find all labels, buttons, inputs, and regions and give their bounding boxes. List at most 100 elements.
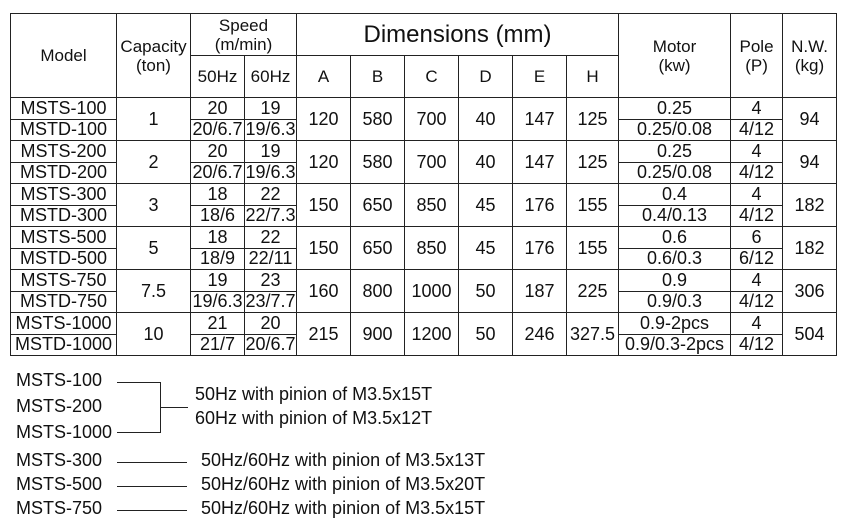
note-model-label: MSTS-100 (16, 370, 103, 390)
motor-single: 0.9-2pcs (619, 314, 730, 335)
pole-dual: 4/12 (739, 334, 775, 355)
motor-cell: 0.25 0.25/0.08 (618, 97, 732, 141)
note-text: 50Hz/60Hz with pinion of M3.5x20T (201, 474, 486, 494)
dim-a-cell: 215 (296, 312, 352, 356)
model-cell: MSTS-500 MSTD-500 (10, 226, 117, 270)
speed-60hz-cell: 22 22/7.3 (243, 183, 298, 227)
pole-single: 4 (731, 99, 782, 120)
dim-b-cell: 580 (350, 140, 406, 184)
nw-cell: 182 (782, 226, 838, 270)
speed-50hz-single: 18 (191, 185, 244, 206)
note-text: 50Hz with pinion of M3.5x15T (195, 384, 433, 404)
dim-d-cell: 40 (458, 140, 514, 184)
table-row: MSTS-1000 MSTD-1000 10 21 21/7 20 20/6.7 21… (10, 312, 838, 356)
dim-b-cell: 800 (350, 269, 406, 313)
dim-a-cell: 160 (296, 269, 352, 313)
nw-cell: 94 (782, 97, 838, 141)
motor-dual: 0.25/0.08 (636, 162, 713, 183)
dim-b-cell: 650 (350, 183, 406, 227)
motor-dual: 0.6/0.3 (647, 248, 703, 269)
speed-50hz-cell: 20 20/6.7 (190, 97, 245, 141)
speed-50hz-single: 18 (191, 228, 244, 249)
speed-60hz-dual: 19/6.3 (245, 162, 296, 183)
pole-cell: 4 4/12 (730, 140, 784, 184)
bracket-line (160, 407, 188, 408)
speed-60hz-single: 22 (245, 228, 296, 249)
header-model: Model (10, 13, 117, 98)
capacity-cell: 5 (116, 226, 191, 270)
dim-d-cell: 50 (458, 312, 514, 356)
pole-single: 4 (731, 271, 782, 292)
dim-d-cell: 45 (458, 226, 514, 270)
dim-e-cell: 176 (512, 183, 568, 227)
speed-50hz-dual: 19/6.3 (192, 291, 243, 312)
speed-60hz-dual: 20/6.7 (245, 334, 296, 355)
dim-h-cell: 225 (566, 269, 620, 313)
speed-50hz-dual: 20/6.7 (192, 162, 243, 183)
speed-50hz-single: 19 (191, 271, 244, 292)
dim-b-cell: 580 (350, 97, 406, 141)
dim-c-cell: 700 (404, 140, 460, 184)
speed-50hz-cell: 19 19/6.3 (190, 269, 245, 313)
model-dual-speed: MSTD-500 (19, 248, 108, 269)
pinion-notes: MSTS-100 MSTS-200 MSTS-1000 50Hz with pi… (0, 368, 847, 527)
model-dual-speed: MSTD-200 (19, 162, 108, 183)
motor-single: 0.9 (619, 271, 730, 292)
table-row: MSTS-750 MSTD-750 7.5 19 19/6.3 23 23/7.7 1… (10, 269, 838, 313)
dim-a-cell: 150 (296, 226, 352, 270)
dim-c-cell: 1200 (404, 312, 460, 356)
header-pole: Pole (P) (730, 13, 784, 98)
dim-e-cell: 246 (512, 312, 568, 356)
note-text: 50Hz/60Hz with pinion of M3.5x15T (201, 498, 486, 518)
dim-a-cell: 120 (296, 140, 352, 184)
dim-h-cell: 125 (566, 140, 620, 184)
speed-60hz-single: 19 (245, 142, 296, 163)
speed-60hz-cell: 20 20/6.7 (243, 312, 298, 356)
model-cell: MSTS-1000 MSTD-1000 (10, 312, 117, 356)
note-model-label: MSTS-750 (16, 498, 103, 518)
header-dim-a: A (296, 55, 352, 98)
header-dim-b: B (350, 55, 406, 98)
header-dim-h: H (566, 55, 620, 98)
dim-h-cell: 155 (566, 226, 620, 270)
dim-e-cell: 147 (512, 97, 568, 141)
speed-50hz-cell: 21 21/7 (190, 312, 245, 356)
speed-60hz-cell: 23 23/7.7 (243, 269, 298, 313)
capacity-cell: 7.5 (116, 269, 191, 313)
bracket-line (117, 432, 161, 433)
table-row: MSTS-500 MSTD-500 5 18 18/9 22 22/11 150 65… (10, 226, 838, 270)
nw-cell: 94 (782, 140, 838, 184)
dim-a-cell: 120 (296, 97, 352, 141)
speed-50hz-cell: 18 18/6 (190, 183, 245, 227)
model-cell: MSTS-300 MSTD-300 (10, 183, 117, 227)
header-nw: N.W. (kg) (782, 13, 838, 98)
model-single-speed: MSTS-500 (11, 228, 116, 249)
header-dim-e: E (512, 55, 568, 98)
spec-table-body: MSTS-100 MSTD-100 1 20 20/6.7 19 19/6.3 120… (10, 97, 838, 356)
model-cell: MSTS-100 MSTD-100 (10, 97, 117, 141)
dim-e-cell: 147 (512, 140, 568, 184)
motor-cell: 0.4 0.4/0.13 (618, 183, 732, 227)
dim-d-cell: 50 (458, 269, 514, 313)
header-dimensions: Dimensions (mm) (296, 13, 620, 56)
header-50hz: 50Hz (190, 55, 245, 98)
nw-cell: 182 (782, 183, 838, 227)
dim-h-cell: 327.5 (566, 312, 620, 356)
model-single-speed: MSTS-100 (11, 99, 116, 120)
speed-50hz-dual: 18/6 (199, 205, 236, 226)
note-model-label: MSTS-500 (16, 474, 103, 494)
speed-60hz-single: 23 (245, 271, 296, 292)
header-speed: Speed (m/min) (189, 13, 298, 56)
motor-cell: 0.9 0.9/0.3 (618, 269, 732, 313)
table-row: MSTS-200 MSTD-200 2 20 20/6.7 19 19/6.3 120… (10, 140, 838, 184)
dim-e-cell: 176 (512, 226, 568, 270)
motor-dual: 0.25/0.08 (636, 119, 713, 140)
model-dual-speed: MSTD-300 (19, 205, 108, 226)
dim-c-cell: 700 (404, 97, 460, 141)
leader-line (117, 486, 187, 487)
model-dual-speed: MSTD-1000 (14, 334, 113, 355)
nw-cell: 306 (782, 269, 838, 313)
pole-dual: 4/12 (739, 291, 775, 312)
motor-cell: 0.6 0.6/0.3 (618, 226, 732, 270)
header-dim-d: D (458, 55, 514, 98)
